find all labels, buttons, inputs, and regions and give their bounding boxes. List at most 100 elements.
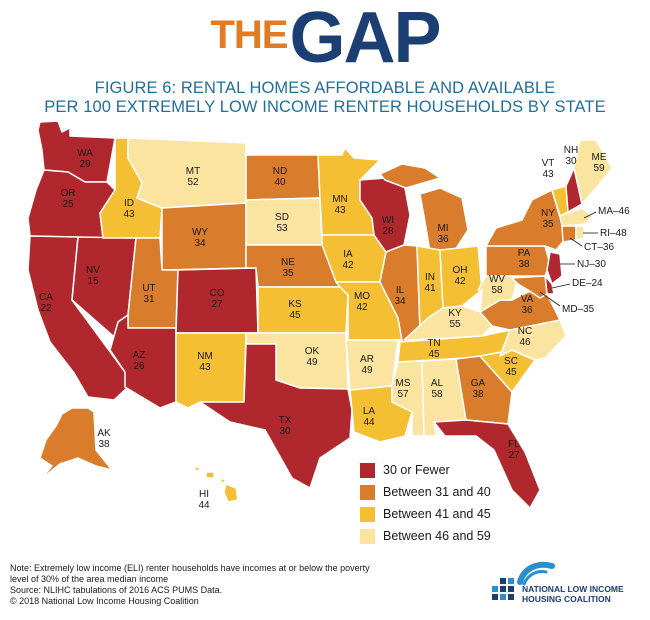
label-or: OR 25	[61, 188, 76, 210]
label-il-value: 34	[394, 296, 406, 307]
label-nv-abbr: NV	[86, 265, 100, 276]
label-nd: ND 40	[273, 166, 287, 188]
label-nm-abbr: NM	[197, 351, 213, 362]
label-wi-abbr: WI	[382, 215, 394, 226]
label-tx-value: 30	[279, 426, 291, 437]
label-oh-value: 42	[454, 276, 466, 287]
label-pa: PA 38	[518, 248, 531, 270]
footnotes: Note: Extremely low income (ELI) renter …	[10, 563, 370, 607]
label-ok-abbr: OK	[305, 346, 320, 357]
label-me: ME 59	[592, 152, 607, 174]
label-ny-abbr: NY	[541, 208, 555, 219]
label-al-value: 58	[431, 389, 443, 400]
label-ut-value: 31	[143, 294, 155, 305]
label-la-abbr: LA	[363, 406, 376, 417]
state-ma	[559, 207, 593, 227]
label-ca-value: 22	[40, 303, 52, 314]
label-wa-abbr: WA	[77, 148, 93, 159]
callout-line-ct	[569, 237, 583, 247]
label-ia-value: 42	[342, 260, 354, 271]
nlihc-name-line-2: HOUSING COALITION	[522, 594, 611, 604]
label-oh-abbr: OH	[453, 265, 468, 276]
label-nc: NC 46	[518, 326, 532, 348]
label-ne-abbr: NE	[281, 257, 295, 268]
state-me	[573, 139, 613, 205]
label-mi: MI 36	[437, 223, 449, 245]
label-wv: WV 58	[489, 274, 505, 296]
label-wa: WA 29	[77, 148, 93, 170]
nlihc-logo: NATIONAL LOW INCOME HOUSING COALITION	[486, 560, 646, 612]
figure-title-line-2: PER 100 EXTREMELY LOW INCOME RENTER HOUS…	[44, 98, 606, 116]
figure-title-line-1: FIGURE 6: RENTAL HOMES AFFORDABLE AND AV…	[94, 79, 556, 97]
label-hi-value: 44	[198, 500, 210, 511]
state-ak	[39, 407, 113, 481]
label-va: VA 36	[521, 294, 534, 316]
label-ak-abbr: AK	[97, 428, 111, 439]
label-mn-abbr: MN	[332, 194, 348, 205]
label-ny: NY 35	[541, 208, 555, 230]
nlihc-name-line-1: NATIONAL LOW INCOME	[522, 584, 624, 594]
label-sd-abbr: SD	[275, 212, 289, 223]
brand-the: THE	[210, 13, 288, 57]
callout-ri: RI–48	[600, 228, 627, 239]
label-id-abbr: ID	[124, 198, 134, 209]
label-mt-value: 52	[187, 177, 199, 188]
legend-swatch-1	[360, 462, 375, 478]
label-tx-abbr: TX	[279, 415, 292, 426]
callout-line-de	[551, 283, 571, 289]
label-ar-abbr: AR	[360, 354, 374, 365]
label-ny-value: 35	[542, 219, 554, 230]
legend-label-2: Between 31 and 40	[383, 485, 491, 499]
state-md	[511, 275, 548, 299]
label-wy: WY 34	[192, 227, 208, 249]
label-sd-value: 53	[276, 223, 288, 234]
label-la-value: 44	[363, 417, 375, 428]
figure-title: FIGURE 6: RENTAL HOMES AFFORDABLE AND AV…	[0, 79, 650, 117]
label-ne: NE 35	[281, 257, 295, 279]
label-in-value: 41	[424, 283, 436, 294]
label-ne-value: 35	[282, 268, 294, 279]
label-fl-value: 27	[508, 450, 520, 461]
label-tn-abbr: TN	[427, 338, 440, 349]
label-il: IL 34	[394, 285, 406, 307]
label-fl: FL 27	[508, 439, 520, 461]
label-sc-abbr: SC	[504, 356, 518, 367]
brand-gap: GAP	[289, 0, 441, 78]
legend-label-4: Between 46 and 59	[383, 529, 491, 543]
state-ri	[575, 225, 585, 241]
label-ak-value: 38	[98, 439, 110, 450]
label-ga-abbr: GA	[471, 378, 486, 389]
state-nj	[546, 251, 563, 285]
label-oh: OH 42	[453, 265, 468, 287]
nlihc-logo-mark-icon	[492, 561, 555, 600]
state-ct	[561, 225, 577, 243]
label-nm-value: 43	[199, 362, 211, 373]
label-nc-value: 46	[519, 337, 531, 348]
label-vt-value: 43	[542, 169, 554, 180]
state-mt	[127, 137, 247, 209]
label-az-abbr: AZ	[133, 350, 146, 361]
small-state-callout-labels: MA–46 RI–48 CT–36 NJ–30 DE–24 MD–35	[562, 206, 630, 315]
legend-swatch-3	[360, 506, 375, 522]
label-in-abbr: IN	[425, 272, 435, 283]
note-line-1: Note: Extremely low income (ELI) renter …	[10, 563, 370, 573]
state-mi-up	[379, 163, 441, 189]
label-al: AL 58	[431, 378, 444, 400]
callout-nj: NJ–30	[577, 259, 606, 270]
label-la: LA 44	[363, 406, 376, 428]
label-ca: CA 22	[39, 292, 53, 314]
label-sd: SD 53	[275, 212, 289, 234]
label-sc: SC 45	[504, 356, 518, 378]
label-co: CO 27	[210, 288, 225, 310]
label-wv-abbr: WV	[489, 274, 505, 285]
label-wi-value: 28	[382, 226, 394, 237]
label-az-value: 26	[133, 361, 145, 372]
label-mi-value: 36	[437, 234, 449, 245]
label-ar: AR 49	[360, 354, 374, 376]
label-wy-abbr: WY	[192, 227, 208, 238]
callout-ma: MA–46	[598, 206, 630, 217]
state-labels: WA 29 OR 25 CA 22 NV 15 ID 43 MT 52 WY 34 UT 31 …	[39, 145, 607, 511]
legend: 30 or Fewer Between 31 and 40 Between 41…	[360, 459, 491, 547]
label-wv-value: 58	[491, 285, 503, 296]
